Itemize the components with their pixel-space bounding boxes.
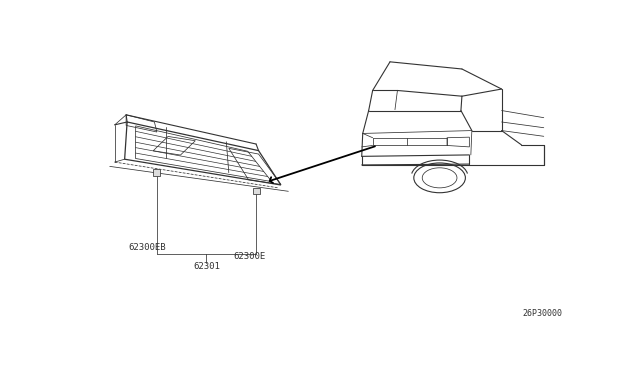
Bar [154,169,161,176]
Text: 62300E: 62300E [234,251,266,260]
Text: 62301: 62301 [193,262,220,271]
Text: 26P30000: 26P30000 [522,309,562,318]
Text: 62300EB: 62300EB [129,243,166,252]
Bar [253,188,260,194]
